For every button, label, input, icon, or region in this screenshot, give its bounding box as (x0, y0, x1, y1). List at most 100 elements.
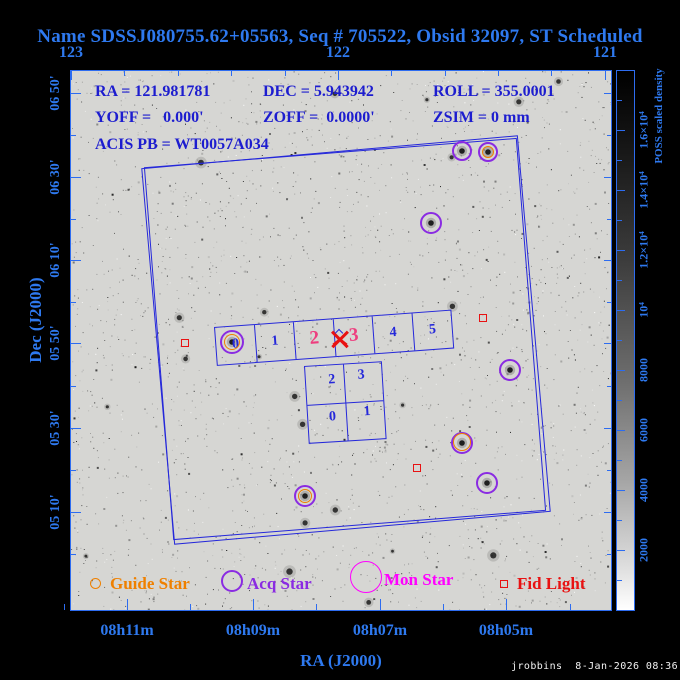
axis-tick (285, 71, 286, 76)
chip-label: 2 (308, 326, 320, 349)
axis-tick (316, 604, 317, 610)
colorbar-tick-label: 8000 (636, 358, 651, 382)
axis-tick (391, 71, 392, 76)
acis-s-chip-2: 2 (292, 319, 335, 360)
axis-tick (607, 302, 611, 303)
axis-tick (506, 599, 507, 610)
colorbar-tick (617, 280, 622, 281)
axis-tick (443, 604, 444, 610)
axis-tick-label: 08h11m (100, 622, 154, 639)
axis-tick (71, 386, 76, 387)
axis-tick-label: 122 (326, 44, 350, 61)
chip-label: 0 (328, 408, 337, 425)
axis-tick (607, 135, 611, 136)
acq-star-legend-label: Acq Star (247, 574, 312, 593)
axis-tick-label: 05 50' (48, 325, 63, 361)
axis-tick (604, 428, 611, 429)
colorbar-tick (617, 460, 622, 461)
colorbar-tick (617, 220, 622, 221)
axis-tick (338, 71, 339, 80)
colorbar-tick-label: 1.2×10⁴ (636, 231, 651, 269)
colorbar-tick (617, 160, 622, 161)
chip-label: 3 (357, 367, 366, 383)
chip-label: 1 (270, 333, 279, 349)
axis-tick (604, 260, 611, 261)
mon-star-legend-icon (350, 561, 382, 593)
acq-star-legend-icon (221, 570, 243, 592)
colorbar-tick-label: 2000 (636, 538, 651, 562)
colorbar-tick-label: 4000 (636, 478, 651, 502)
guide-star-marker (482, 146, 494, 158)
chip-label: 2 (327, 372, 336, 388)
acq-star-marker (294, 485, 316, 507)
chip-label: 1 (363, 403, 372, 420)
acq-star-marker (220, 330, 244, 354)
colorbar-title: POSS scaled density (653, 68, 665, 164)
acis-pb-value: ACIS PB = WT0057A034 (95, 136, 269, 153)
axis-tick (604, 512, 611, 513)
axis-tick (604, 93, 611, 94)
y-axis-title: Dec (J2000) (26, 277, 45, 363)
axis-tick (607, 386, 611, 387)
axis-tick (71, 71, 72, 80)
axis-tick-label: 06 50' (48, 75, 63, 111)
acis-s-chip-1: 1 (253, 322, 296, 363)
fid-light-legend-icon (500, 580, 508, 588)
colorbar-tick (617, 310, 625, 311)
zoff-value: ZOFF = 0.0000' (263, 109, 375, 126)
axis-tick (253, 599, 254, 610)
axis-tick-label: 08h09m (225, 622, 281, 639)
colorbar-tick (617, 130, 625, 131)
x-axis-title: RA (J2000) (300, 651, 382, 670)
axis-tick (71, 343, 81, 344)
guide-star-legend-label: Guide Star (110, 574, 190, 593)
zsim-value: ZSIM = 0 mm (433, 109, 530, 126)
colorbar-tick-label: 1.6×10⁴ (636, 111, 651, 149)
colorbar-tick (617, 340, 622, 341)
axis-tick (71, 177, 81, 178)
axis-tick-label: 06 30' (48, 159, 63, 195)
axis-tick (71, 219, 76, 220)
colorbar-tick (617, 370, 625, 371)
user-timestamp: jrobbins 8-Jan-2026 08:36 (511, 661, 678, 672)
observation-title: Name SDSSJ080755.62+05563, Seq # 705522,… (37, 26, 643, 47)
colorbar-tick (617, 400, 622, 401)
dec-value: DEC = 5.943942 (263, 83, 374, 100)
guide-star-marker (298, 489, 312, 503)
intensity-colorbar[interactable] (616, 70, 635, 611)
axis-tick (71, 554, 76, 555)
acis-s-chip-5: 5 (411, 310, 454, 351)
fid-light-marker (181, 339, 189, 347)
axis-tick (71, 428, 81, 429)
axis-tick (380, 599, 381, 610)
axis-tick (604, 177, 611, 178)
acis-s-chip-4: 4 (371, 313, 414, 354)
colorbar-tick (617, 550, 625, 551)
axis-tick (551, 71, 552, 76)
axis-tick (190, 604, 191, 610)
axis-tick (604, 343, 611, 344)
axis-tick (231, 71, 232, 76)
axis-tick (445, 71, 446, 76)
acis-i-array[interactable]: 2 3 0 1 (304, 361, 387, 444)
ra-value: RA = 121.981781 (95, 83, 211, 100)
axis-tick-label: 06 10' (48, 242, 63, 278)
axis-tick (71, 470, 76, 471)
axis-tick (71, 260, 81, 261)
acq-star-marker (499, 359, 521, 381)
chip-label: 3 (348, 323, 360, 346)
axis-tick-label: 08h05m (478, 622, 534, 639)
colorbar-tick-label: 6000 (636, 418, 651, 442)
axis-tick (605, 71, 606, 80)
chip-label: 5 (428, 321, 437, 337)
yoff-value: YOFF = 0.000' (95, 109, 204, 126)
axis-tick-label: 123 (59, 44, 83, 61)
axis-tick (71, 512, 81, 513)
axis-tick (71, 93, 81, 94)
axis-tick (607, 554, 611, 555)
axis-tick-label: 121 (593, 44, 617, 61)
axis-tick (71, 135, 76, 136)
colorbar-tick (617, 580, 622, 581)
axis-tick-label: 05 10' (48, 494, 63, 530)
